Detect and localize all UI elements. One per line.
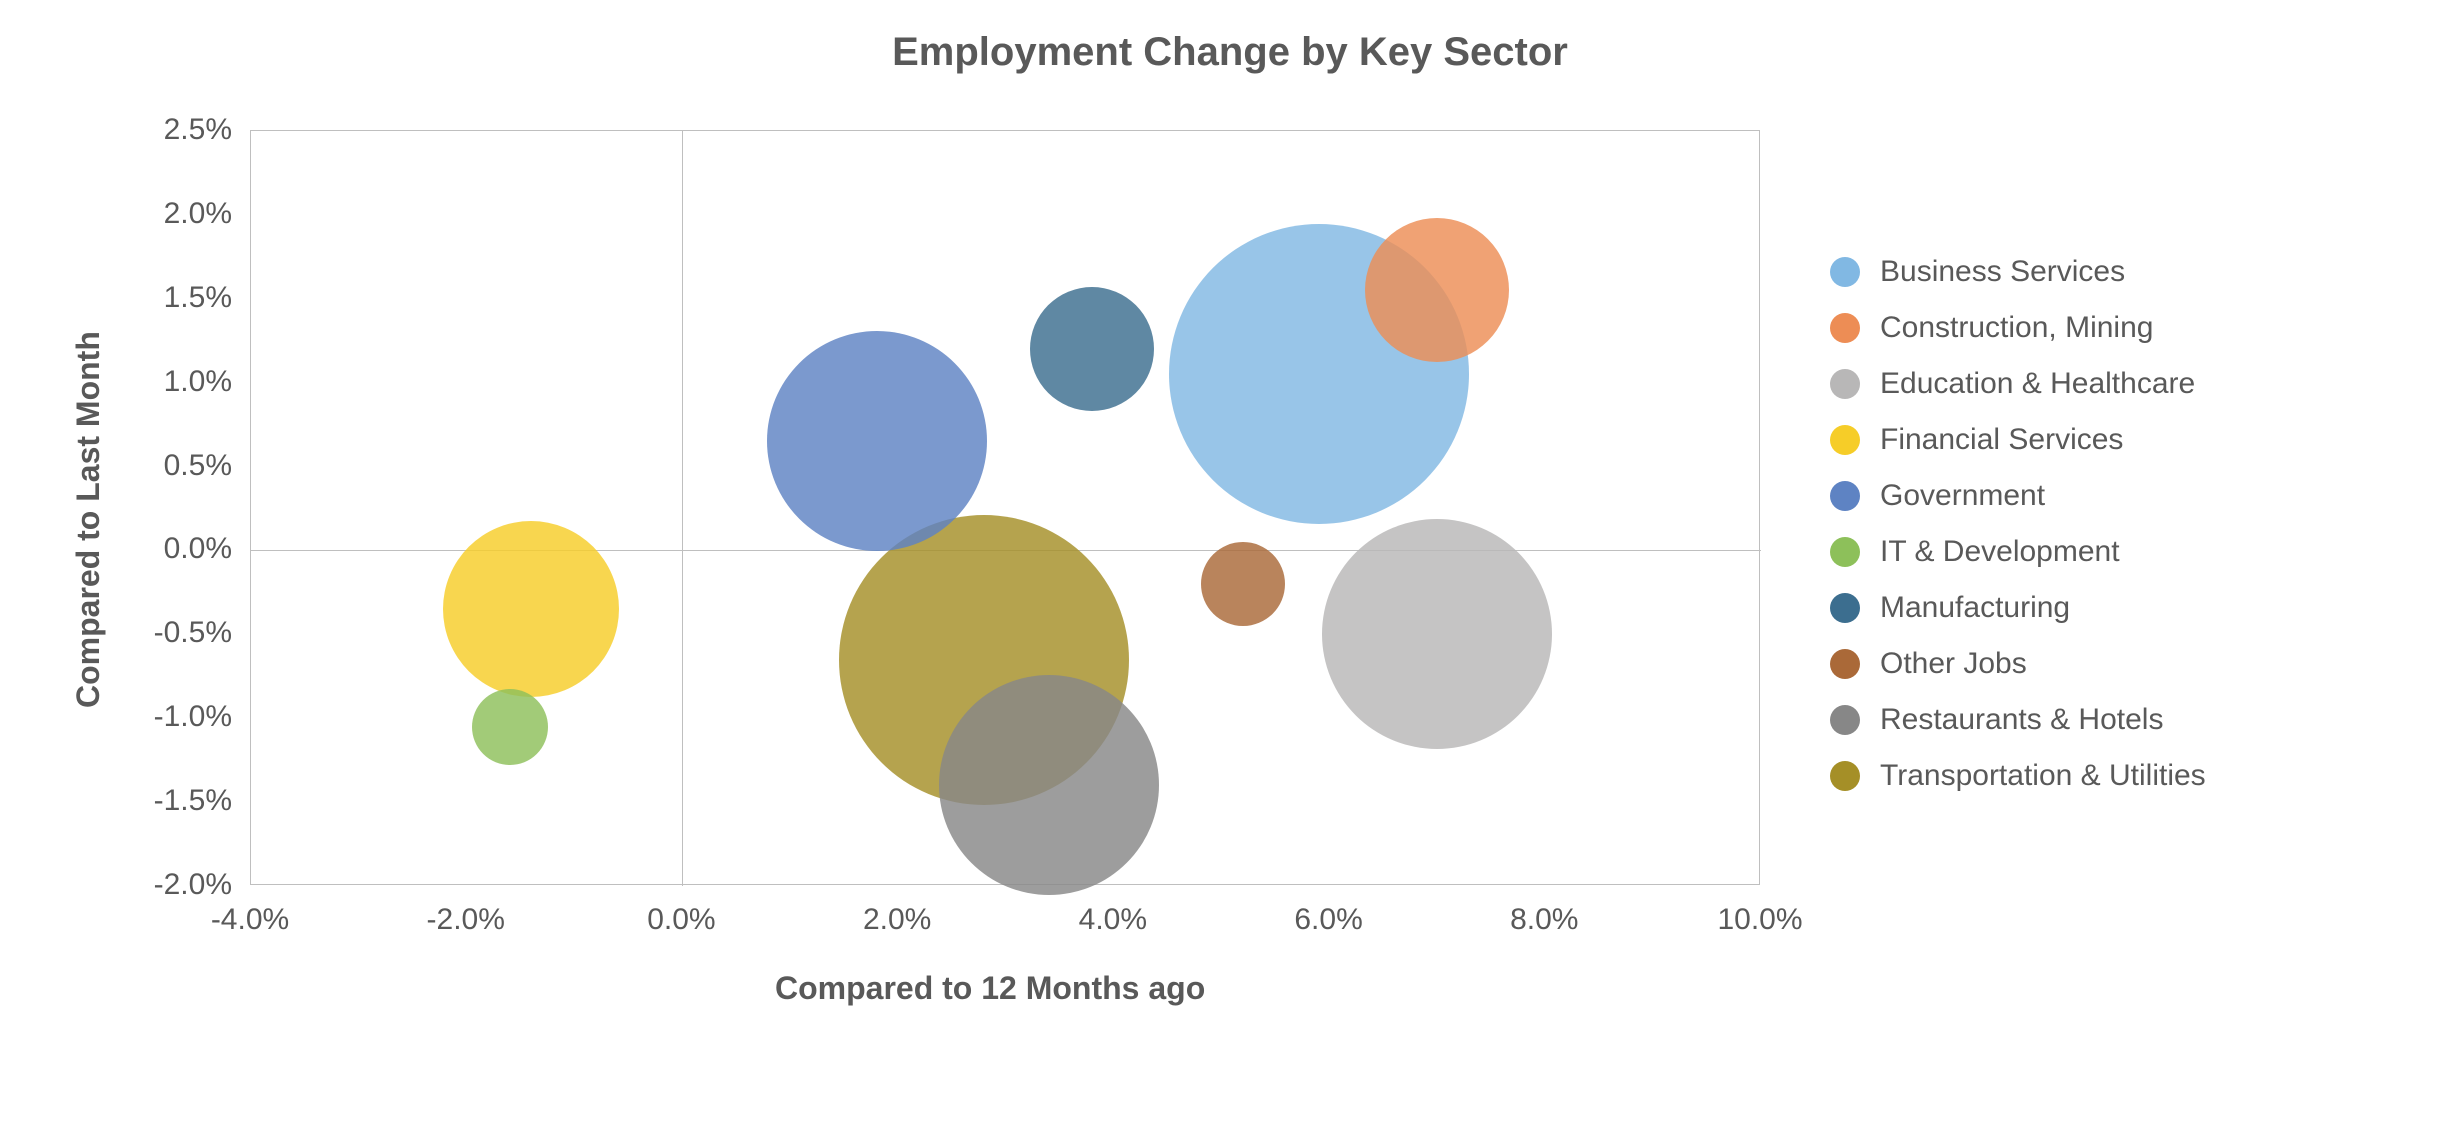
legend-dot <box>1830 481 1860 511</box>
bubble-it-development <box>472 689 548 765</box>
x-tick-label: -4.0% <box>211 903 289 937</box>
legend-label: Other Jobs <box>1880 647 2027 681</box>
legend-item: Transportation & Utilities <box>1830 759 2206 793</box>
y-tick-label: 2.0% <box>164 197 232 231</box>
legend-item: Business Services <box>1830 255 2206 289</box>
legend-dot <box>1830 649 1860 679</box>
legend-item: Government <box>1830 479 2206 513</box>
legend-dot <box>1830 705 1860 735</box>
legend-label: Financial Services <box>1880 423 2123 457</box>
zero-line-vertical <box>682 131 683 886</box>
y-tick-label: -2.0% <box>154 868 232 902</box>
y-tick-label: -0.5% <box>154 616 232 650</box>
legend-dot <box>1830 425 1860 455</box>
bubble-financial-services <box>443 521 619 697</box>
legend-item: IT & Development <box>1830 535 2206 569</box>
y-axis-label: Compared to Last Month <box>70 331 107 708</box>
legend-dot <box>1830 369 1860 399</box>
legend-label: Transportation & Utilities <box>1880 759 2206 793</box>
bubble-education-healthcare <box>1322 519 1552 749</box>
legend-dot <box>1830 257 1860 287</box>
legend-label: Government <box>1880 479 2045 513</box>
x-tick-label: 10.0% <box>1717 903 1802 937</box>
x-tick-label: 0.0% <box>647 903 715 937</box>
legend: Business Services Construction, Mining Edu… <box>1830 255 2206 815</box>
bubble-manufacturing <box>1030 287 1154 411</box>
legend-dot <box>1830 593 1860 623</box>
bubble-government <box>767 331 987 551</box>
x-tick-label: 6.0% <box>1294 903 1362 937</box>
y-tick-label: 2.5% <box>164 113 232 147</box>
legend-label: Restaurants & Hotels <box>1880 703 2163 737</box>
legend-item: Education & Healthcare <box>1830 367 2206 401</box>
y-tick-label: 1.0% <box>164 365 232 399</box>
y-tick-label: -1.0% <box>154 700 232 734</box>
y-tick-label: 1.5% <box>164 281 232 315</box>
legend-dot <box>1830 537 1860 567</box>
chart-container: Employment Change by Key Sector Compared… <box>0 0 2460 1143</box>
legend-label: Education & Healthcare <box>1880 367 2195 401</box>
legend-item: Financial Services <box>1830 423 2206 457</box>
legend-label: IT & Development <box>1880 535 2120 569</box>
legend-item: Other Jobs <box>1830 647 2206 681</box>
y-tick-label: -1.5% <box>154 784 232 818</box>
x-tick-label: 8.0% <box>1510 903 1578 937</box>
legend-dot <box>1830 313 1860 343</box>
bubble-other-jobs <box>1201 542 1285 626</box>
legend-label: Construction, Mining <box>1880 311 2153 345</box>
legend-label: Manufacturing <box>1880 591 2070 625</box>
legend-item: Construction, Mining <box>1830 311 2206 345</box>
legend-label: Business Services <box>1880 255 2125 289</box>
x-tick-label: 4.0% <box>1079 903 1147 937</box>
y-tick-label: 0.0% <box>164 532 232 566</box>
x-axis-label: Compared to 12 Months ago <box>775 970 1205 1007</box>
bubble-restaurants-hotels <box>939 675 1159 895</box>
legend-dot <box>1830 761 1860 791</box>
legend-item: Restaurants & Hotels <box>1830 703 2206 737</box>
plot-area <box>250 130 1760 885</box>
x-tick-label: -2.0% <box>427 903 505 937</box>
legend-item: Manufacturing <box>1830 591 2206 625</box>
x-tick-label: 2.0% <box>863 903 931 937</box>
y-tick-label: 0.5% <box>164 449 232 483</box>
bubble-construction-mining <box>1365 218 1509 362</box>
chart-title: Employment Change by Key Sector <box>0 30 2460 75</box>
